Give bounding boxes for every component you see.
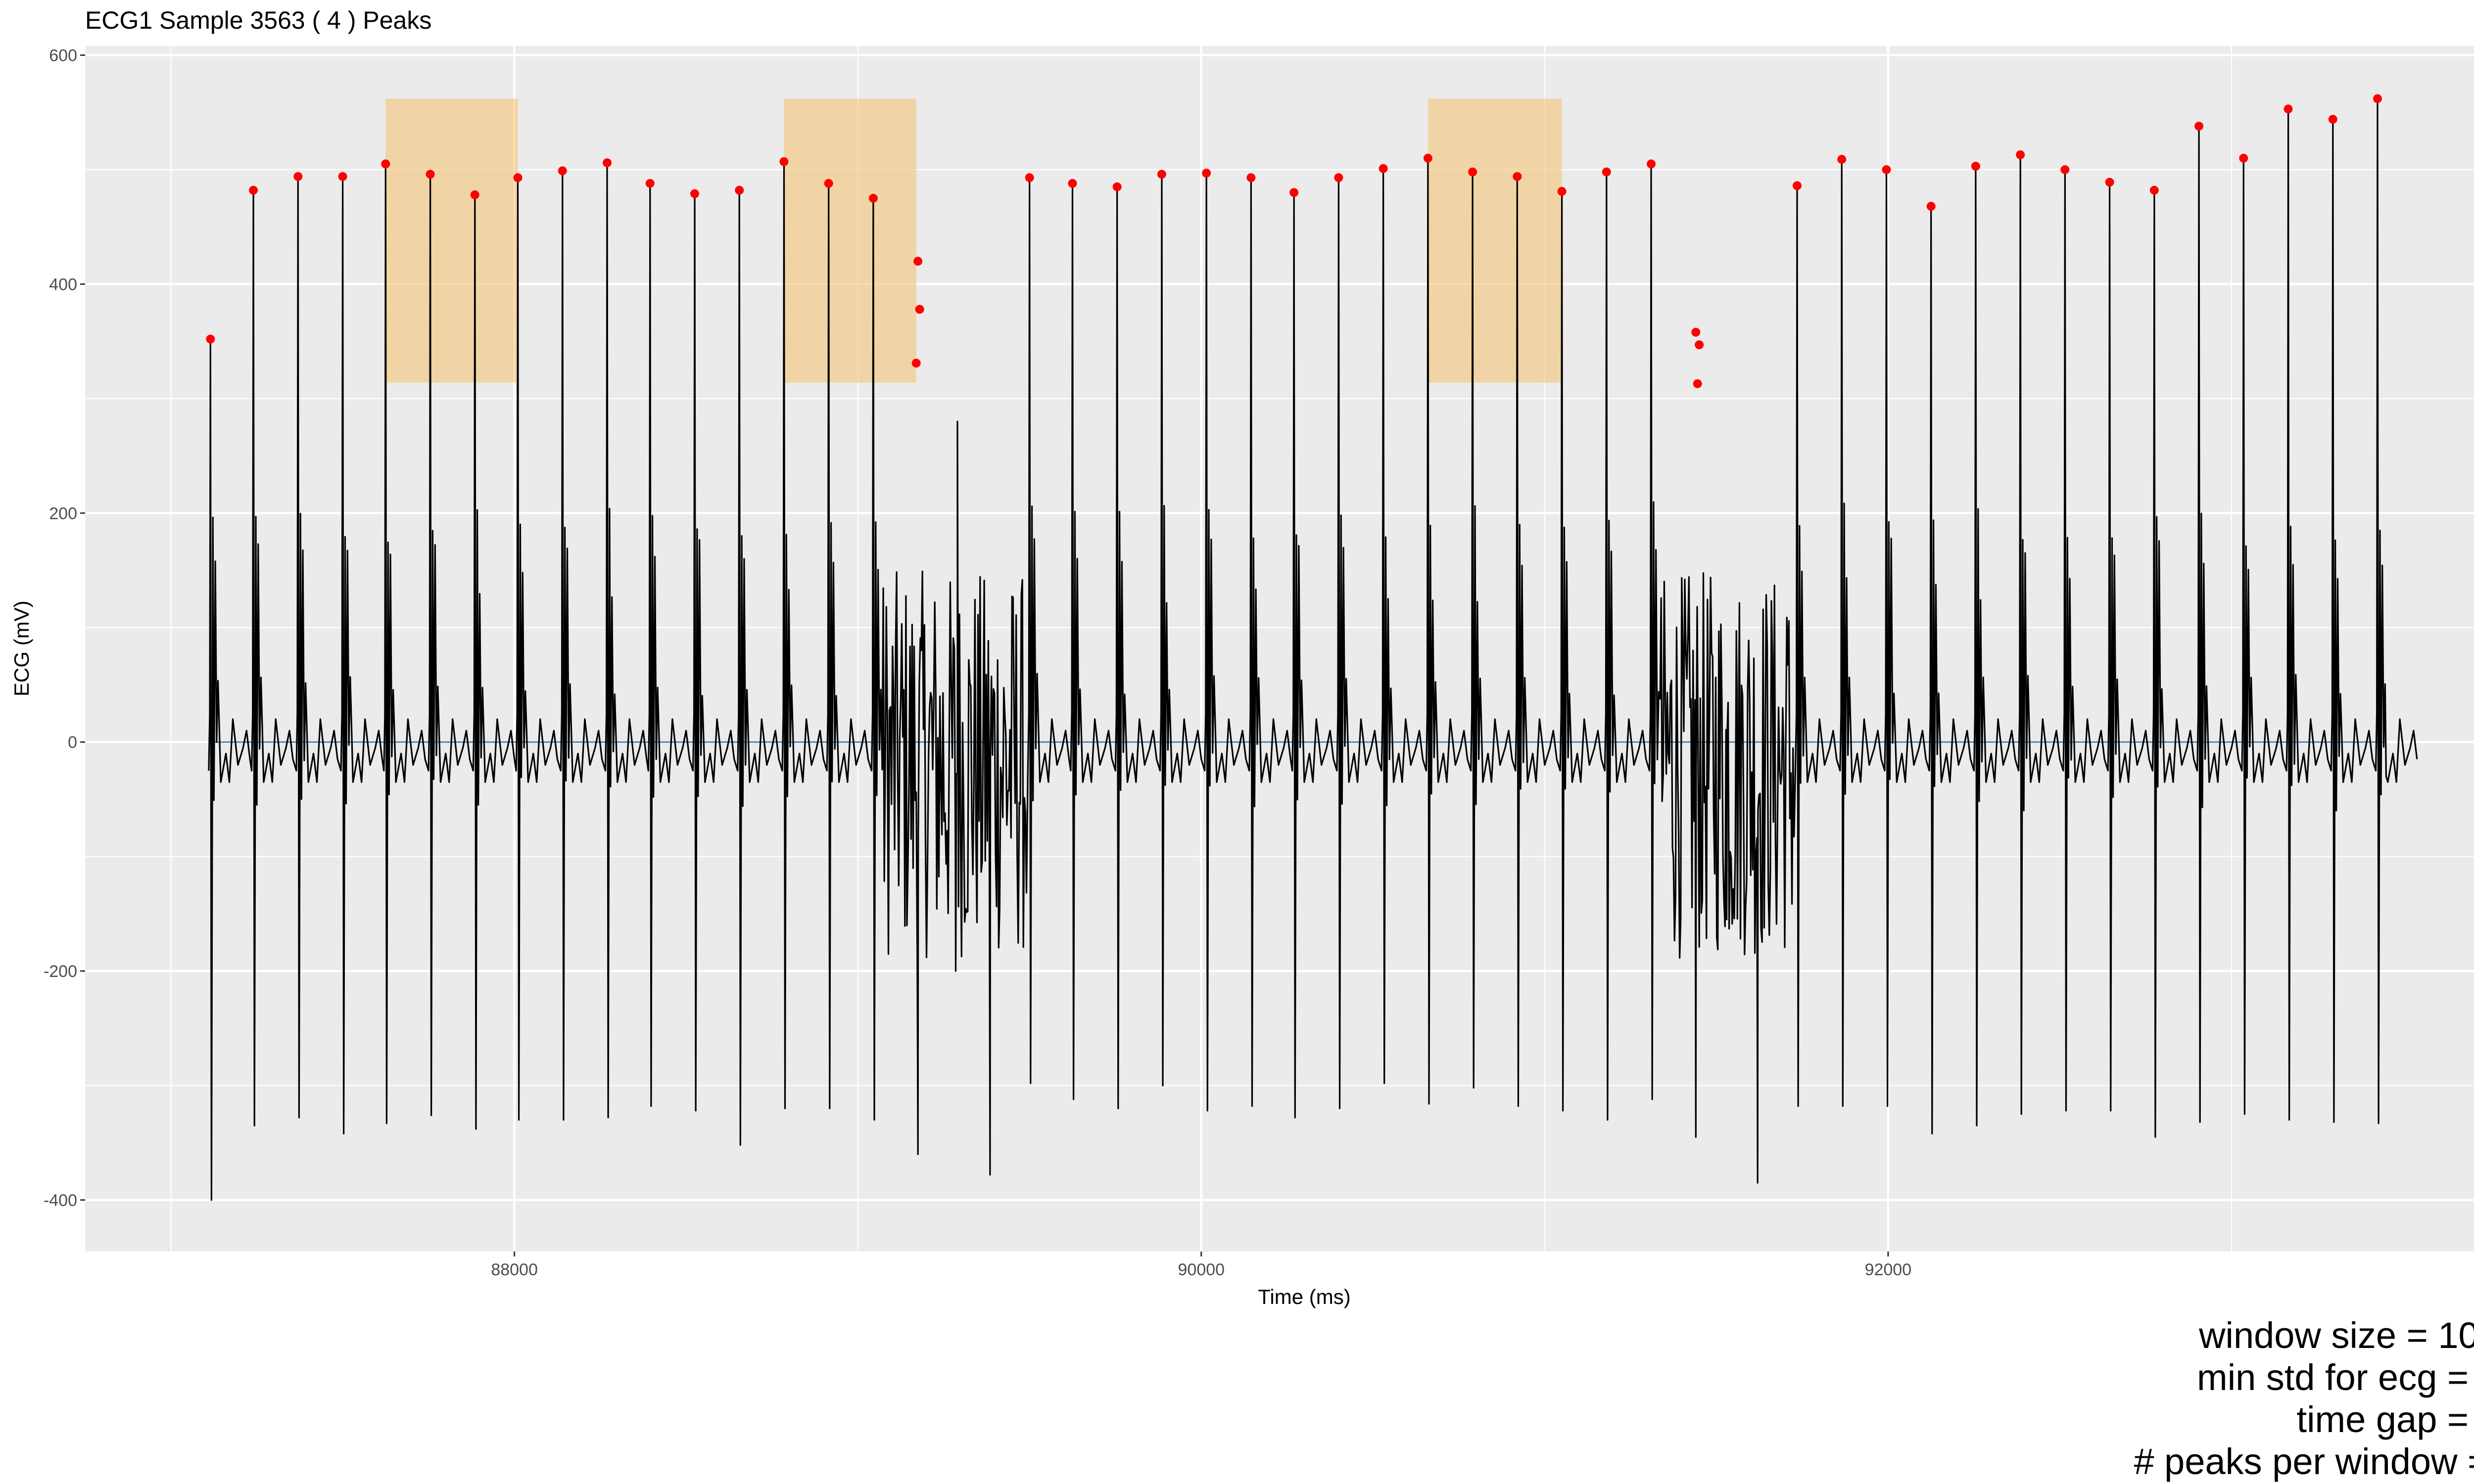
peak-point — [913, 257, 923, 266]
peak-point — [1882, 165, 1891, 174]
peak-point — [915, 305, 924, 314]
peak-point — [1468, 167, 1477, 177]
ecg-signal-line — [208, 97, 2418, 1201]
param-min-std: min std for ecg = 55 — [2197, 1357, 2474, 1398]
y-tick-label: 0 — [68, 733, 77, 752]
peak-point — [1602, 167, 1611, 177]
x-axis: 88000 90000 92000 — [491, 1252, 1911, 1279]
peak-point — [603, 158, 612, 168]
peak-point — [1068, 179, 1077, 188]
peak-window — [784, 98, 916, 383]
peak-point — [779, 157, 789, 166]
peak-point — [868, 193, 878, 203]
peak-point — [2239, 153, 2248, 163]
peak-point — [1837, 155, 1847, 164]
peak-point — [2016, 150, 2025, 159]
peak-point — [690, 189, 699, 198]
y-tick-label: -200 — [44, 962, 77, 981]
peak-point — [338, 172, 347, 181]
param-time-gap: time gap = 60 — [2297, 1399, 2474, 1440]
param-window-size: window size = 1000 — [2198, 1315, 2474, 1356]
peak-point — [1647, 159, 1656, 169]
peak-point — [824, 179, 833, 188]
chart-title: ECG1 Sample 3563 ( 4 ) Peaks — [85, 6, 431, 34]
y-tick-label: 200 — [49, 504, 77, 523]
peak-point — [1246, 173, 1256, 183]
peak-window — [385, 98, 518, 383]
peak-point — [1793, 181, 1802, 190]
peak-point — [2194, 122, 2204, 131]
peak-point — [426, 170, 435, 179]
peak-point — [2149, 186, 2159, 195]
peak-point — [293, 172, 303, 181]
y-axis: -400 -200 0 200 400 600 — [44, 46, 85, 1210]
peak-markers — [206, 94, 2382, 388]
peak-point — [735, 186, 744, 195]
peak-point — [2060, 165, 2070, 174]
peak-point — [2373, 94, 2382, 103]
peak-point — [2105, 178, 2114, 187]
peak-point — [645, 179, 655, 188]
y-tick-label: -400 — [44, 1191, 77, 1210]
peak-point — [1695, 340, 1704, 350]
peak-point — [381, 159, 390, 169]
peak-point — [470, 190, 479, 199]
peak-point — [1202, 168, 1211, 178]
peak-point — [1691, 327, 1701, 337]
y-axis-label: ECG (mV) — [10, 601, 33, 696]
peak-point — [1025, 173, 1034, 183]
x-axis-label: Time (ms) — [1258, 1285, 1350, 1308]
x-tick-label: 88000 — [491, 1260, 538, 1279]
peak-point — [1112, 182, 1122, 191]
y-tick-label: 400 — [49, 275, 77, 294]
peak-point — [249, 186, 258, 195]
peak-point — [2328, 115, 2337, 124]
peak-point — [1557, 186, 1567, 196]
peak-point — [1971, 162, 1980, 171]
param-peaks-per-window: # peaks per window = 6 — [2134, 1441, 2474, 1482]
peak-point — [2284, 104, 2293, 114]
x-tick-label: 90000 — [1178, 1260, 1225, 1279]
peak-point — [1926, 202, 1936, 211]
peak-point — [1379, 164, 1388, 173]
peak-point — [1289, 188, 1299, 197]
peak-point — [558, 166, 567, 176]
x-tick-label: 92000 — [1865, 1260, 1912, 1279]
peak-point — [1334, 173, 1343, 183]
peak-window — [1427, 98, 1562, 383]
peak-point — [1693, 379, 1702, 388]
peak-point — [911, 359, 921, 368]
peak-point — [1423, 153, 1432, 163]
peak-point — [1513, 172, 1522, 181]
peak-point — [206, 334, 215, 344]
y-tick-label: 600 — [49, 46, 77, 65]
peak-windows — [385, 98, 1562, 383]
peak-point — [1157, 170, 1166, 179]
peak-point — [513, 173, 523, 183]
